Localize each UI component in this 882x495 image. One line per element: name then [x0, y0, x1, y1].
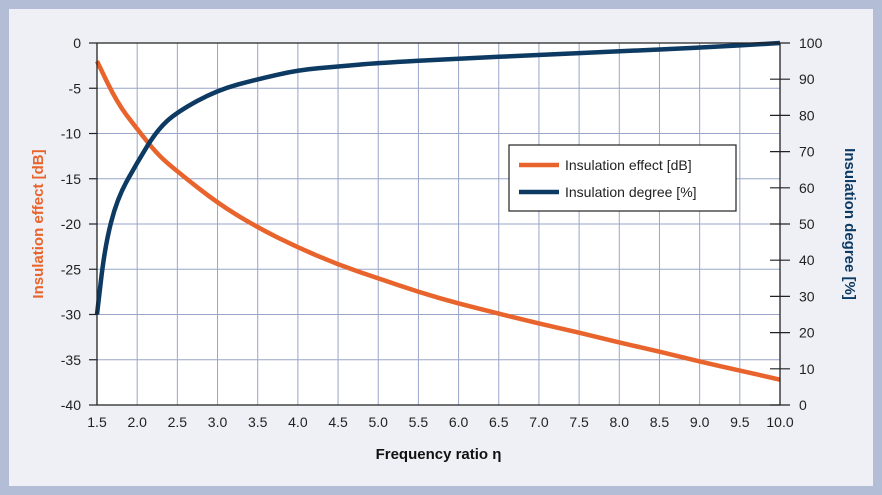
- x-tick-label: 6.5: [489, 414, 509, 430]
- y-right-tick-label: 0: [799, 397, 807, 413]
- x-tick-label: 9.5: [730, 414, 750, 430]
- x-tick-label: 1.5: [87, 414, 107, 430]
- x-tick-label: 9.0: [690, 414, 710, 430]
- x-tick-label: 2.5: [168, 414, 188, 430]
- chart-svg: 0-5-10-15-20-25-30-35-401009080706050403…: [30, 35, 858, 463]
- legend-label-insulation-degree: Insulation degree [%]: [565, 184, 697, 200]
- y-right-tick-label: 80: [799, 107, 815, 123]
- y-left-tick-label: -5: [69, 80, 82, 96]
- x-tick-label: 8.0: [610, 414, 630, 430]
- x-tick-label: 6.0: [449, 414, 469, 430]
- y-right-tick-label: 30: [799, 288, 815, 304]
- y-left-tick-label: -20: [61, 216, 81, 232]
- y-right-tick-label: 50: [799, 216, 815, 232]
- x-tick-label: 5.5: [409, 414, 429, 430]
- legend: Insulation effect [dB] Insulation degree…: [508, 144, 737, 212]
- y-left-tick-label: -30: [61, 307, 81, 323]
- y-left-tick-label: -15: [61, 171, 81, 187]
- legend-box: [508, 144, 737, 212]
- x-tick-label: 7.0: [529, 414, 549, 430]
- y-right-tick-label: 70: [799, 144, 815, 160]
- x-tick-label: 3.5: [248, 414, 268, 430]
- x-tick-label: 10.0: [766, 414, 793, 430]
- y-right-tick-label: 60: [799, 180, 815, 196]
- y-right-tick-label: 90: [799, 71, 815, 87]
- tick-labels: 0-5-10-15-20-25-30-35-401009080706050403…: [61, 35, 823, 430]
- x-tick-label: 4.5: [328, 414, 348, 430]
- x-tick-label: 5.0: [369, 414, 389, 430]
- legend-label-insulation-effect: Insulation effect [dB]: [565, 157, 692, 173]
- x-tick-label: 3.0: [208, 414, 228, 430]
- series-line-insulation-degree: [94, 40, 781, 315]
- x-axis-title: Frequency ratio η: [376, 446, 502, 463]
- x-tick-label: 7.5: [569, 414, 589, 430]
- axes: [89, 42, 790, 406]
- y-right-tick-label: 40: [799, 252, 815, 268]
- y-right-tick-label: 10: [799, 361, 815, 377]
- series-lines: [94, 40, 781, 382]
- y-left-tick-label: 0: [73, 35, 81, 51]
- y-right-axis-title: Insulation degree [%]: [841, 148, 858, 300]
- y-left-tick-label: -25: [61, 261, 81, 277]
- x-tick-label: 4.0: [288, 414, 308, 430]
- x-tick-label: 8.5: [650, 414, 670, 430]
- y-left-axis-title: Insulation effect [dB]: [30, 149, 47, 298]
- y-left-tick-label: -10: [61, 126, 81, 142]
- y-right-tick-label: 20: [799, 325, 815, 341]
- y-left-tick-label: -40: [61, 397, 81, 413]
- chart-panel: 0 -5 -10 -15 -20 -25 -30 -35 -40 100 90 80 70 60 50 40 3…: [9, 9, 873, 486]
- x-tick-label: 2.0: [127, 414, 147, 430]
- y-left-tick-label: -35: [61, 352, 81, 368]
- y-right-tick-label: 100: [799, 35, 823, 51]
